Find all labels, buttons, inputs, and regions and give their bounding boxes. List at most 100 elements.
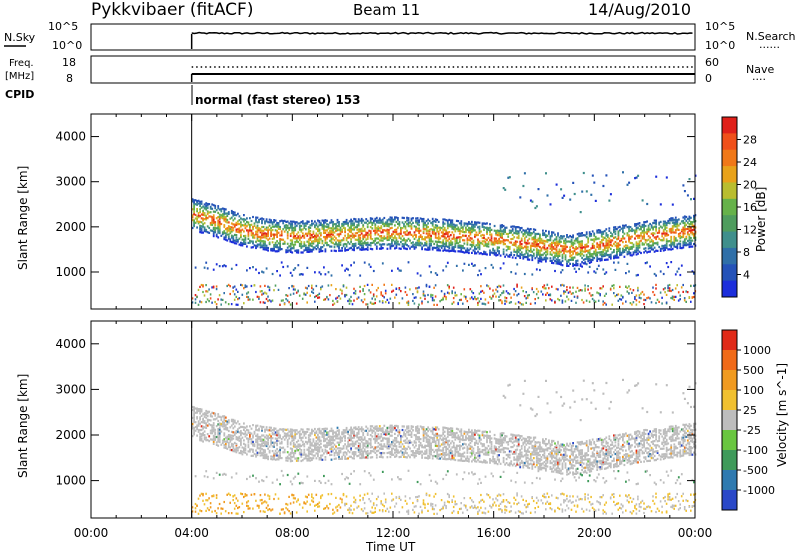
velocity-cell [300, 439, 303, 442]
velocity-cell [336, 509, 339, 512]
velocity-cell [232, 450, 235, 453]
power-cell [566, 235, 568, 238]
power-cell [561, 264, 564, 267]
velocity-cell [297, 445, 300, 448]
power-cell [658, 229, 661, 232]
power-cell [372, 221, 375, 224]
power-cell [585, 253, 588, 257]
power-cell [551, 235, 553, 238]
velocity-cell [232, 495, 234, 498]
power-cell [468, 226, 470, 229]
power-cell [668, 219, 671, 222]
power-cell [407, 245, 410, 248]
nsky-tick-bottom: 10^0 [52, 39, 82, 52]
power-cell [289, 220, 292, 223]
power-cell [218, 222, 221, 225]
power-cell [389, 237, 392, 240]
power-cell [486, 284, 488, 287]
velocity-cell [327, 507, 330, 510]
velocity-cell [250, 427, 253, 430]
power-cell [252, 232, 254, 235]
power-cell [647, 228, 650, 231]
power-cell [309, 224, 312, 227]
power-cell [528, 254, 531, 257]
power-cell [306, 301, 308, 304]
power-cell [596, 291, 598, 294]
power-cell [237, 220, 239, 223]
velocity-cell [217, 444, 220, 447]
power-cell [224, 232, 227, 235]
power-cell [561, 283, 564, 286]
power-cell [381, 221, 384, 224]
power-cell [276, 230, 278, 233]
velocity-cell [339, 506, 342, 509]
power-cell [312, 246, 315, 249]
power-cell [647, 230, 650, 233]
power-cell [415, 241, 417, 244]
velocity-cell [200, 492, 203, 495]
velocity-cell [314, 446, 316, 449]
power-cell [514, 232, 517, 235]
power-cell [253, 244, 256, 247]
power-cell [443, 226, 446, 230]
power-cell [469, 227, 472, 230]
power-cell [484, 222, 487, 225]
power-cell [289, 250, 292, 253]
velocity-cell [252, 448, 254, 451]
power-cell [676, 270, 679, 273]
power-cell [513, 241, 516, 245]
power-cell [434, 272, 437, 275]
power-cell [471, 225, 473, 228]
velocity-cell [229, 448, 232, 452]
power-cell [567, 260, 570, 263]
power-cell [670, 242, 673, 245]
power-cell [668, 289, 671, 292]
power-cell [406, 229, 408, 232]
power-cell [502, 238, 505, 241]
velocity-cell [344, 455, 346, 458]
velocity-cell [335, 449, 337, 452]
velocity-cell [286, 459, 289, 462]
velocity-cell [297, 472, 300, 475]
power-cell [224, 236, 227, 239]
power-cell [377, 221, 380, 224]
power-cell [345, 267, 348, 270]
power-cell [674, 216, 677, 219]
power-cell [398, 302, 401, 305]
power-cell [443, 247, 446, 250]
power-cell [381, 236, 384, 240]
power-cell [472, 239, 475, 242]
velocity-cell [333, 454, 336, 457]
power-cell [564, 300, 567, 303]
power-cell [677, 291, 680, 294]
velocity-cell [267, 429, 269, 432]
power-cell [333, 246, 336, 249]
power-cell [683, 299, 686, 302]
power-cell [354, 292, 357, 295]
power-cell [415, 221, 417, 224]
power-cell [493, 224, 496, 228]
power-cell [253, 236, 256, 239]
velocity-cell [301, 440, 304, 443]
power-cell [638, 246, 641, 249]
power-cell [582, 250, 585, 253]
velocity-cell [297, 439, 300, 442]
power-cell [315, 232, 318, 235]
power-cell [617, 261, 620, 264]
power-cell [314, 220, 316, 223]
power-cell [578, 240, 580, 243]
power-cell [501, 224, 503, 227]
power-cell [309, 250, 312, 253]
power-cell [200, 227, 203, 230]
power-cell [430, 221, 432, 225]
power-cell [203, 203, 206, 206]
power-cell [369, 233, 372, 237]
power-cell [462, 239, 464, 242]
velocity-cell [220, 443, 223, 446]
velocity-cell [209, 432, 212, 435]
power-cell [351, 224, 354, 227]
power-cell [395, 242, 398, 245]
power-cell [378, 247, 381, 250]
power-cell [394, 224, 396, 227]
power-cell [569, 258, 571, 261]
